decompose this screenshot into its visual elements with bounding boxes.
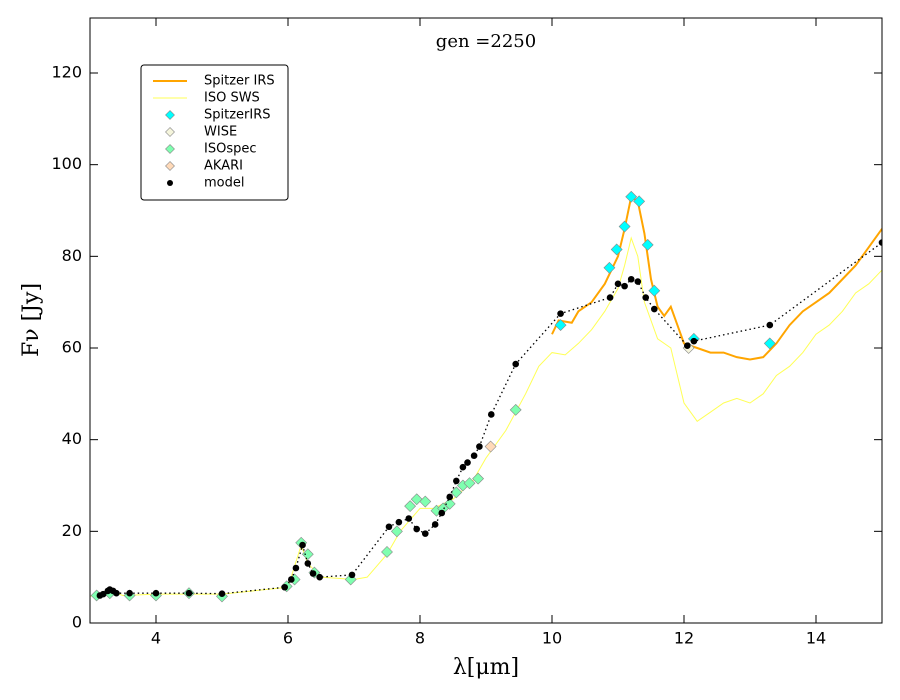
spectrum-line (551, 195, 882, 361)
legend-swatch (165, 110, 175, 120)
dot-marker (421, 530, 429, 537)
diamond-marker (603, 261, 616, 274)
diamond-marker (301, 548, 314, 561)
x-tick-label: 8 (415, 629, 425, 648)
dot-marker (185, 589, 193, 597)
diamond-marker (641, 238, 654, 251)
dot-marker (557, 310, 564, 317)
legend-label: WISE (204, 125, 237, 140)
legend-label: ISO SWS (204, 91, 260, 106)
legend-label: SpitzerIRS (204, 108, 271, 123)
dot-marker (348, 571, 356, 579)
dot-marker (684, 342, 691, 350)
dot-marker (413, 525, 421, 533)
diamond-marker (472, 472, 485, 485)
legend-label: ISOspec (204, 142, 257, 157)
diamond-marker (509, 403, 522, 416)
dot-marker (446, 493, 454, 501)
dot-marker (651, 305, 658, 313)
x-tick-label: 10 (542, 629, 562, 648)
dot-marker (99, 590, 107, 598)
y-tick-label: 20 (62, 521, 82, 540)
dot-marker (512, 360, 519, 368)
diamond-marker (419, 495, 432, 508)
diamond-marker (410, 493, 423, 506)
x-tick-label: 12 (674, 629, 694, 648)
dot-marker (395, 518, 403, 526)
legend-label: model (204, 176, 244, 191)
dot-marker (606, 294, 614, 301)
y-tick-label: 100 (51, 154, 82, 173)
dot-marker (614, 280, 622, 288)
diamond-marker (463, 477, 476, 490)
diamond-marker (648, 284, 661, 297)
dot-marker (299, 541, 306, 549)
dot-marker (487, 411, 495, 418)
dot-marker (470, 452, 478, 460)
y-tick-label: 0 (72, 613, 82, 632)
legend-label: AKARI (204, 159, 243, 174)
dot-marker (459, 463, 467, 471)
diamond-marker (625, 190, 638, 203)
diamond-marker (763, 337, 776, 350)
diamond-marker (554, 319, 567, 332)
y-tick-label: 120 (51, 63, 82, 82)
dot-marker (634, 278, 642, 285)
legend-swatch (165, 127, 175, 137)
diamond-marker (443, 497, 456, 510)
dot-marker (288, 576, 295, 583)
plot-area (90, 190, 882, 603)
dot-marker (766, 321, 774, 329)
diamond-marker (618, 220, 631, 233)
dot-marker (126, 589, 133, 597)
dot-marker (431, 521, 439, 528)
x-tick-label: 4 (151, 629, 161, 648)
dot-marker (316, 573, 323, 581)
legend-box (140, 64, 289, 201)
dot-marker (627, 275, 635, 283)
dot-marker (878, 239, 882, 246)
legend-swatch (167, 180, 173, 186)
legend-swatch (165, 161, 175, 171)
dot-marker (476, 443, 483, 450)
dot-marker (464, 459, 471, 466)
diamond-marker (450, 486, 463, 499)
dot-marker (642, 294, 650, 301)
chart-title: gen =2250 (436, 31, 536, 52)
dot-marker (113, 589, 120, 597)
diamond-marker (610, 243, 623, 256)
legend-label: Spitzer IRS (204, 74, 275, 89)
y-tick-label: 80 (62, 246, 82, 265)
y-tick-label: 60 (62, 338, 82, 357)
dot-marker (453, 477, 460, 485)
diamond-marker (344, 573, 357, 586)
y-tick-label: 40 (62, 429, 82, 448)
plot-frame (89, 17, 883, 624)
dot-marker (218, 590, 226, 597)
dot-marker (405, 515, 413, 522)
dot-marker (621, 282, 628, 290)
y-axis-label: Fν [Jy] (19, 283, 44, 357)
dot-marker (690, 337, 698, 345)
dot-marker (438, 509, 446, 517)
legend-swatch (165, 144, 175, 154)
x-axis-label: λ[μm] (453, 655, 519, 680)
diamond-marker (633, 195, 646, 208)
x-tick-label: 14 (806, 629, 826, 648)
diamond-marker (484, 440, 497, 453)
dot-marker (292, 564, 300, 572)
dot-marker (309, 570, 317, 577)
dot-marker (385, 523, 393, 531)
diamond-marker (404, 500, 417, 513)
dot-marker (152, 589, 160, 597)
diamond-marker (381, 546, 393, 558)
dot-marker (304, 560, 312, 567)
dot-marker (281, 583, 289, 591)
diamond-marker (390, 525, 403, 538)
x-tick-label: 6 (283, 629, 293, 648)
